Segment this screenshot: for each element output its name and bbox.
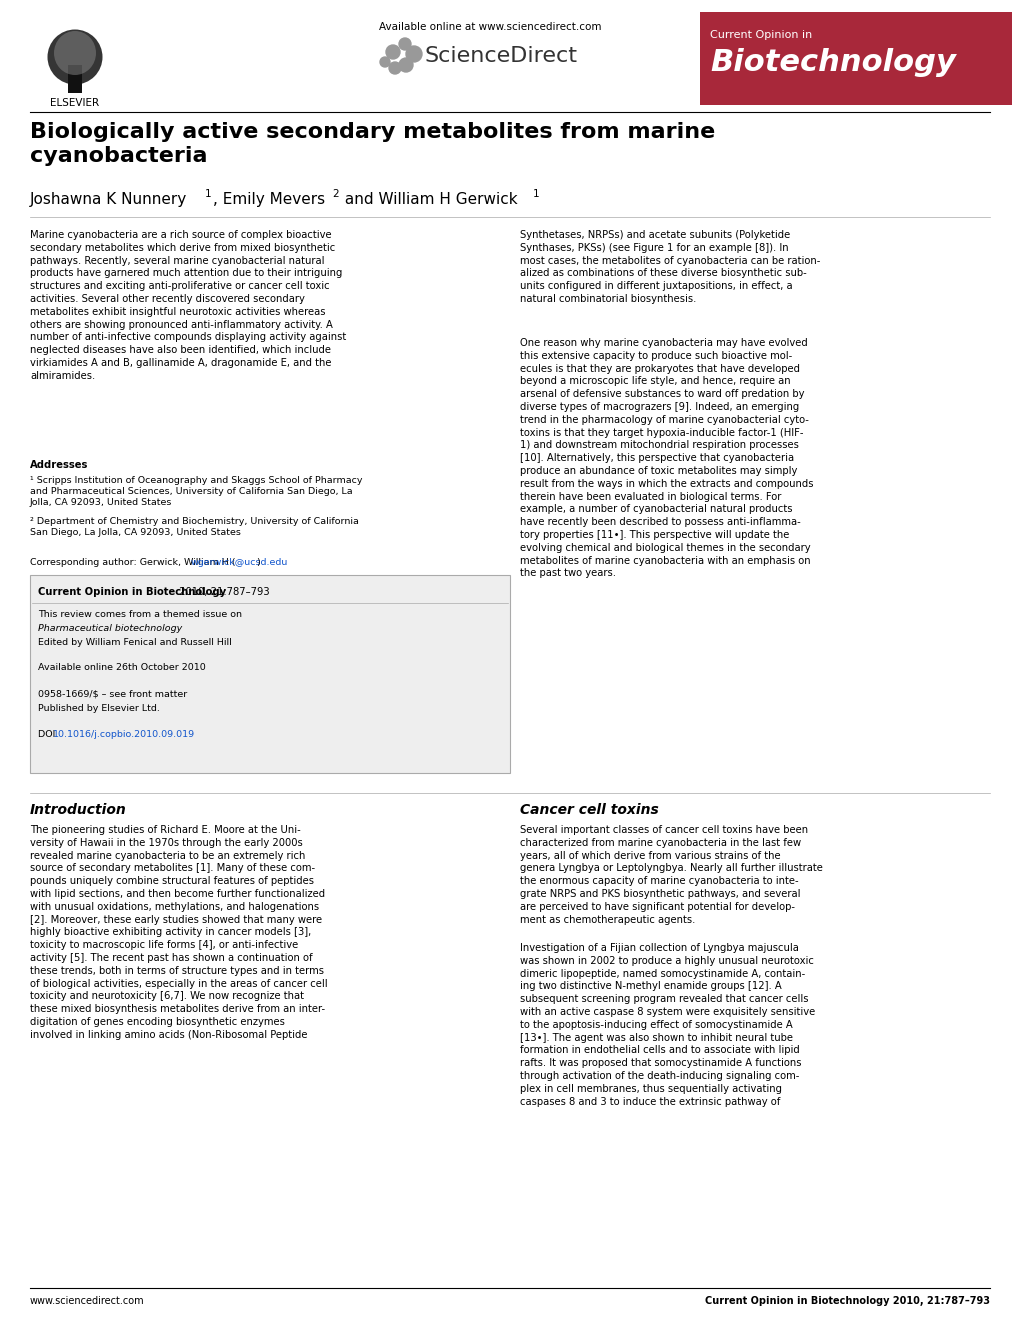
Text: Addresses: Addresses bbox=[30, 460, 89, 470]
Text: Marine cyanobacteria are a rich source of complex bioactive
secondary metabolite: Marine cyanobacteria are a rich source o… bbox=[30, 230, 345, 381]
Text: Investigation of a Fijian collection of Lyngbya majuscula
was shown in 2002 to p: Investigation of a Fijian collection of … bbox=[520, 943, 814, 1106]
Circle shape bbox=[388, 62, 400, 74]
Text: 1: 1 bbox=[205, 189, 211, 198]
Text: www.sciencedirect.com: www.sciencedirect.com bbox=[30, 1297, 145, 1306]
Text: The pioneering studies of Richard E. Moore at the Uni-
versity of Hawaii in the : The pioneering studies of Richard E. Moo… bbox=[30, 826, 327, 1040]
Text: Published by Elsevier Ltd.: Published by Elsevier Ltd. bbox=[38, 704, 160, 713]
Text: 2: 2 bbox=[331, 189, 338, 198]
Text: 10.1016/j.copbio.2010.09.019: 10.1016/j.copbio.2010.09.019 bbox=[53, 730, 195, 740]
Text: ScienceDirect: ScienceDirect bbox=[425, 46, 578, 66]
Ellipse shape bbox=[54, 30, 96, 75]
Text: Cancer cell toxins: Cancer cell toxins bbox=[520, 803, 658, 818]
Text: Edited by William Fenical and Russell Hill: Edited by William Fenical and Russell Hi… bbox=[38, 638, 231, 647]
Text: Synthetases, NRPSs) and acetate subunits (Polyketide
Synthases, PKSs) (see Figur: Synthetases, NRPSs) and acetate subunits… bbox=[520, 230, 819, 304]
Text: One reason why marine cyanobacteria may have evolved
this extensive capacity to : One reason why marine cyanobacteria may … bbox=[520, 337, 813, 578]
Text: Current Opinion in Biotechnology: Current Opinion in Biotechnology bbox=[38, 587, 226, 597]
Circle shape bbox=[398, 58, 413, 71]
Text: Pharmaceutical biotechnology: Pharmaceutical biotechnology bbox=[38, 624, 182, 632]
Text: DOI: DOI bbox=[38, 730, 58, 740]
Circle shape bbox=[406, 46, 422, 62]
Text: Available online 26th October 2010: Available online 26th October 2010 bbox=[38, 663, 206, 672]
Text: This review comes from a themed issue on: This review comes from a themed issue on bbox=[38, 610, 242, 619]
Text: Introduction: Introduction bbox=[30, 803, 126, 818]
Circle shape bbox=[385, 45, 399, 60]
Circle shape bbox=[380, 57, 389, 67]
Text: Biotechnology: Biotechnology bbox=[709, 48, 955, 77]
Text: 2010, 21:787–793: 2010, 21:787–793 bbox=[175, 587, 269, 597]
Text: ELSEVIER: ELSEVIER bbox=[50, 98, 100, 108]
Text: Joshawna K Nunnery: Joshawna K Nunnery bbox=[30, 192, 187, 206]
Text: , Emily Mevers: , Emily Mevers bbox=[213, 192, 325, 206]
Text: and William H Gerwick: and William H Gerwick bbox=[339, 192, 517, 206]
Text: ¹ Scripps Institution of Oceanography and Skaggs School of Pharmacy
and Pharmace: ¹ Scripps Institution of Oceanography an… bbox=[30, 476, 362, 507]
Text: Biologically active secondary metabolites from marine
cyanobacteria: Biologically active secondary metabolite… bbox=[30, 122, 714, 165]
Bar bbox=[30, 576, 509, 773]
Bar bbox=[68, 65, 82, 93]
Ellipse shape bbox=[48, 29, 102, 85]
Text: 0958-1669/$ – see front matter: 0958-1669/$ – see front matter bbox=[38, 691, 187, 699]
Bar bbox=[699, 12, 1011, 105]
Text: Current Opinion in: Current Opinion in bbox=[709, 30, 811, 40]
Text: Available online at www.sciencedirect.com: Available online at www.sciencedirect.co… bbox=[378, 22, 600, 32]
Text: ² Department of Chemistry and Biochemistry, University of California
San Diego, : ² Department of Chemistry and Biochemist… bbox=[30, 517, 359, 537]
Text: 1: 1 bbox=[533, 189, 539, 198]
Text: Current Opinion in Biotechnology 2010, 21:787–793: Current Opinion in Biotechnology 2010, 2… bbox=[704, 1297, 989, 1306]
Text: Several important classes of cancer cell toxins have been
characterized from mar: Several important classes of cancer cell… bbox=[520, 826, 822, 925]
Circle shape bbox=[398, 38, 411, 50]
Text: wgerwick@ucsd.edu: wgerwick@ucsd.edu bbox=[191, 558, 288, 568]
Text: Corresponding author: Gerwick, William H (: Corresponding author: Gerwick, William H… bbox=[30, 558, 235, 568]
Text: ): ) bbox=[256, 558, 260, 568]
